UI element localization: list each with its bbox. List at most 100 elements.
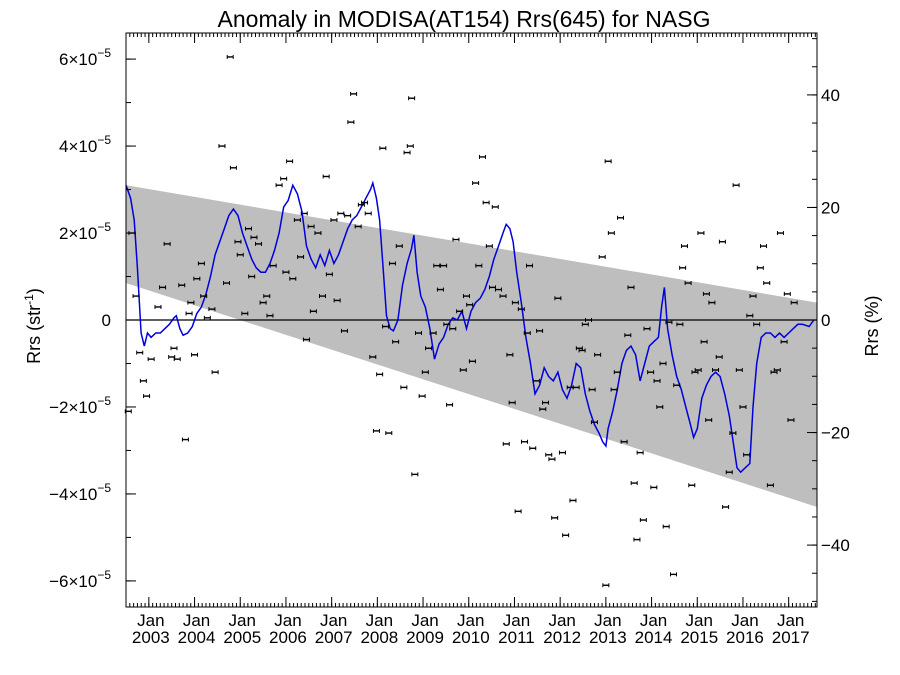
data-point	[636, 450, 644, 455]
x-tick-year: 2011	[498, 628, 535, 647]
data-point	[536, 328, 544, 333]
data-point	[282, 270, 290, 275]
y2-tick-label: −40	[821, 536, 850, 555]
y-tick-exponent: −5	[97, 133, 111, 147]
data-point	[743, 452, 751, 457]
data-point	[307, 224, 315, 229]
data-point	[718, 239, 726, 244]
data-point	[542, 400, 550, 405]
data-point	[200, 294, 208, 299]
data-point	[548, 457, 556, 462]
x-tick-month: Jan	[731, 611, 758, 630]
y-tick-exponent: −5	[97, 568, 111, 582]
y-tick-exponent: −5	[97, 220, 111, 234]
y-tick-label: 2×10−5	[59, 220, 111, 243]
data-point	[187, 300, 195, 305]
data-point	[766, 483, 774, 488]
data-point	[280, 176, 288, 181]
data-point	[333, 298, 341, 303]
tick-labels: Jan2003Jan2004Jan2005Jan2006Jan2007Jan20…	[49, 46, 850, 647]
data-point	[749, 294, 757, 299]
data-point	[523, 331, 531, 336]
x-tick-month: Jan	[686, 611, 713, 630]
data-point	[147, 357, 155, 362]
data-point	[364, 211, 372, 216]
data-point	[181, 437, 189, 442]
y-axis-label-base: Rrs (str	[24, 305, 44, 364]
data-point	[735, 368, 743, 373]
y2-axis-label: Rrs (%)	[862, 296, 882, 357]
data-point	[679, 265, 687, 270]
data-point	[178, 283, 186, 288]
data-point	[715, 354, 723, 359]
data-point	[684, 281, 692, 286]
data-point	[702, 291, 710, 296]
data-point	[289, 276, 297, 281]
data-point	[468, 359, 476, 364]
data-point	[354, 224, 362, 229]
data-point	[466, 302, 474, 307]
data-point	[627, 285, 635, 290]
data-point	[429, 331, 437, 336]
data-point	[712, 368, 720, 373]
data-point	[475, 263, 483, 268]
data-point	[139, 378, 147, 383]
data-point	[449, 326, 457, 331]
data-point	[729, 431, 737, 436]
data-point	[203, 315, 211, 320]
data-point	[218, 144, 226, 149]
data-point	[385, 431, 393, 436]
data-point	[319, 294, 327, 299]
data-point	[259, 300, 267, 305]
y-axis-label-end: )	[24, 288, 44, 294]
x-tick-year: 2012	[543, 628, 581, 647]
data-point	[223, 281, 231, 286]
data-point	[347, 120, 355, 125]
data-point	[208, 307, 216, 312]
data-point	[414, 331, 422, 336]
x-tick-year: 2014	[635, 628, 673, 647]
y-axis-label-sup: -1	[22, 294, 36, 305]
data-point	[286, 159, 294, 164]
data-point	[244, 226, 252, 231]
y-tick-mantissa: −6×10	[49, 572, 97, 591]
y-tick-mantissa: 4×10	[59, 137, 97, 156]
data-point	[143, 394, 151, 399]
data-point	[293, 217, 301, 222]
data-point	[300, 211, 308, 216]
data-point	[526, 263, 534, 268]
data-point	[575, 346, 583, 351]
y-tick-mantissa: 2×10	[59, 224, 97, 243]
data-point	[309, 309, 317, 314]
data-point	[403, 150, 411, 155]
x-tick-month: Jan	[777, 611, 804, 630]
data-point	[168, 354, 176, 359]
y-tick-mantissa: −4×10	[49, 485, 97, 504]
data-point	[388, 261, 396, 266]
data-point	[578, 348, 586, 353]
data-point	[665, 320, 673, 325]
data-point	[558, 450, 566, 455]
x-tick-year: 2008	[360, 628, 398, 647]
data-point	[250, 235, 258, 240]
data-point	[598, 254, 606, 259]
smooth-line	[126, 180, 815, 474]
data-point	[372, 428, 380, 433]
data-point	[756, 265, 764, 270]
data-point	[459, 368, 467, 373]
data-point	[746, 313, 754, 318]
data-point	[229, 165, 237, 170]
data-point	[173, 357, 181, 362]
data-point	[602, 583, 610, 588]
data-point	[581, 322, 589, 327]
data-point	[572, 385, 580, 390]
y2-tick-label: 20	[821, 198, 840, 217]
data-point	[154, 304, 162, 309]
data-point	[314, 231, 322, 236]
data-point	[491, 204, 499, 209]
data-point	[132, 294, 140, 299]
axes	[125, 32, 818, 608]
y-tick-label: 6×10−5	[59, 46, 111, 69]
data-point	[421, 370, 429, 375]
data-point	[433, 263, 441, 268]
